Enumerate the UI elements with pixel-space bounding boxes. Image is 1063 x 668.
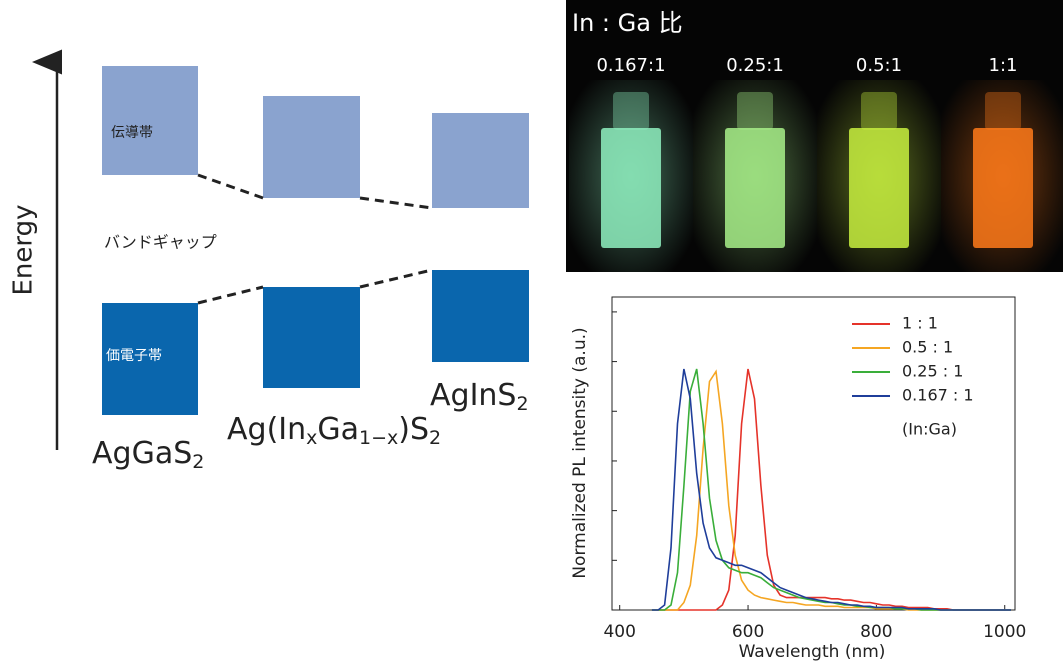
vial-cap: [613, 92, 649, 130]
conduction-band: [102, 66, 198, 175]
x-axis-label: Wavelength (nm): [739, 642, 886, 662]
vial: [849, 128, 909, 248]
subscript: 2: [429, 427, 441, 449]
series-line: [651, 369, 1012, 611]
x-tick-label: 800: [860, 622, 892, 642]
band-diagram: Energy 伝導帯 価電子帯 バンドギャップ AgGaS2 Ag(InxGa1…: [9, 49, 529, 473]
subscript: 2: [192, 451, 204, 473]
vial-cap: [737, 92, 773, 130]
vial-cap: [985, 92, 1021, 130]
series-line: [651, 368, 1012, 611]
formula-part: AgGaS: [92, 436, 192, 471]
compound-label: Ag(InxGa1−x)S2: [227, 412, 441, 449]
band-label: 伝導帯: [111, 125, 153, 141]
formula-part: Ag(In: [227, 412, 306, 447]
formula-part: Ga: [317, 412, 359, 447]
valence-band: [102, 303, 198, 415]
series-line: [651, 368, 1012, 611]
x-tick-label: 1000: [983, 622, 1026, 642]
x-tick-label: 600: [732, 622, 764, 642]
legend-label: 0.25 : 1: [902, 362, 963, 381]
compound-label: AgGaS2: [92, 436, 204, 473]
photo: In : Ga 比 0.167:1 0.25:1 0.5:1 1:1: [566, 0, 1063, 272]
axis-label: Energy: [9, 204, 39, 295]
band-label: 価電子帯: [106, 348, 162, 364]
conduction-band: [263, 96, 360, 198]
valence-band: [432, 270, 529, 362]
sample-label: 0.167:1: [596, 55, 665, 76]
subscript: 1−x: [359, 427, 398, 449]
vial-cap: [861, 92, 897, 130]
vial: [973, 128, 1033, 248]
connectors: [197, 173, 433, 305]
series-line: [651, 368, 1012, 611]
legend-title: (In:Ga): [902, 420, 957, 439]
conduction-band: [432, 113, 529, 208]
gap-label: バンドギャップ: [104, 233, 217, 252]
valence-band: [263, 287, 360, 388]
subscript: x: [306, 427, 317, 449]
legend-label: 0.167 : 1: [902, 386, 974, 405]
x-tick-label: 400: [603, 622, 635, 642]
plot-frame: [611, 296, 1016, 611]
sample-label: 0.5:1: [856, 55, 902, 76]
y-axis-label: Normalized PL intensity (a.u.): [570, 327, 590, 578]
sample-label: 0.25:1: [726, 55, 784, 76]
formula-part: AgInS: [430, 378, 516, 413]
compound-label: AgInS2: [430, 378, 529, 415]
vial: [725, 128, 785, 248]
chart: Wavelength (nm) Normalized PL intensity …: [570, 296, 1026, 662]
subscript: 2: [516, 393, 528, 415]
legend-label: 1 : 1: [902, 314, 938, 333]
legend-label: 0.5 : 1: [902, 338, 953, 357]
photo-title: In : Ga 比: [572, 9, 683, 37]
vial: [601, 128, 661, 248]
formula-part: )S: [398, 412, 429, 447]
sample-label: 1:1: [989, 55, 1018, 76]
